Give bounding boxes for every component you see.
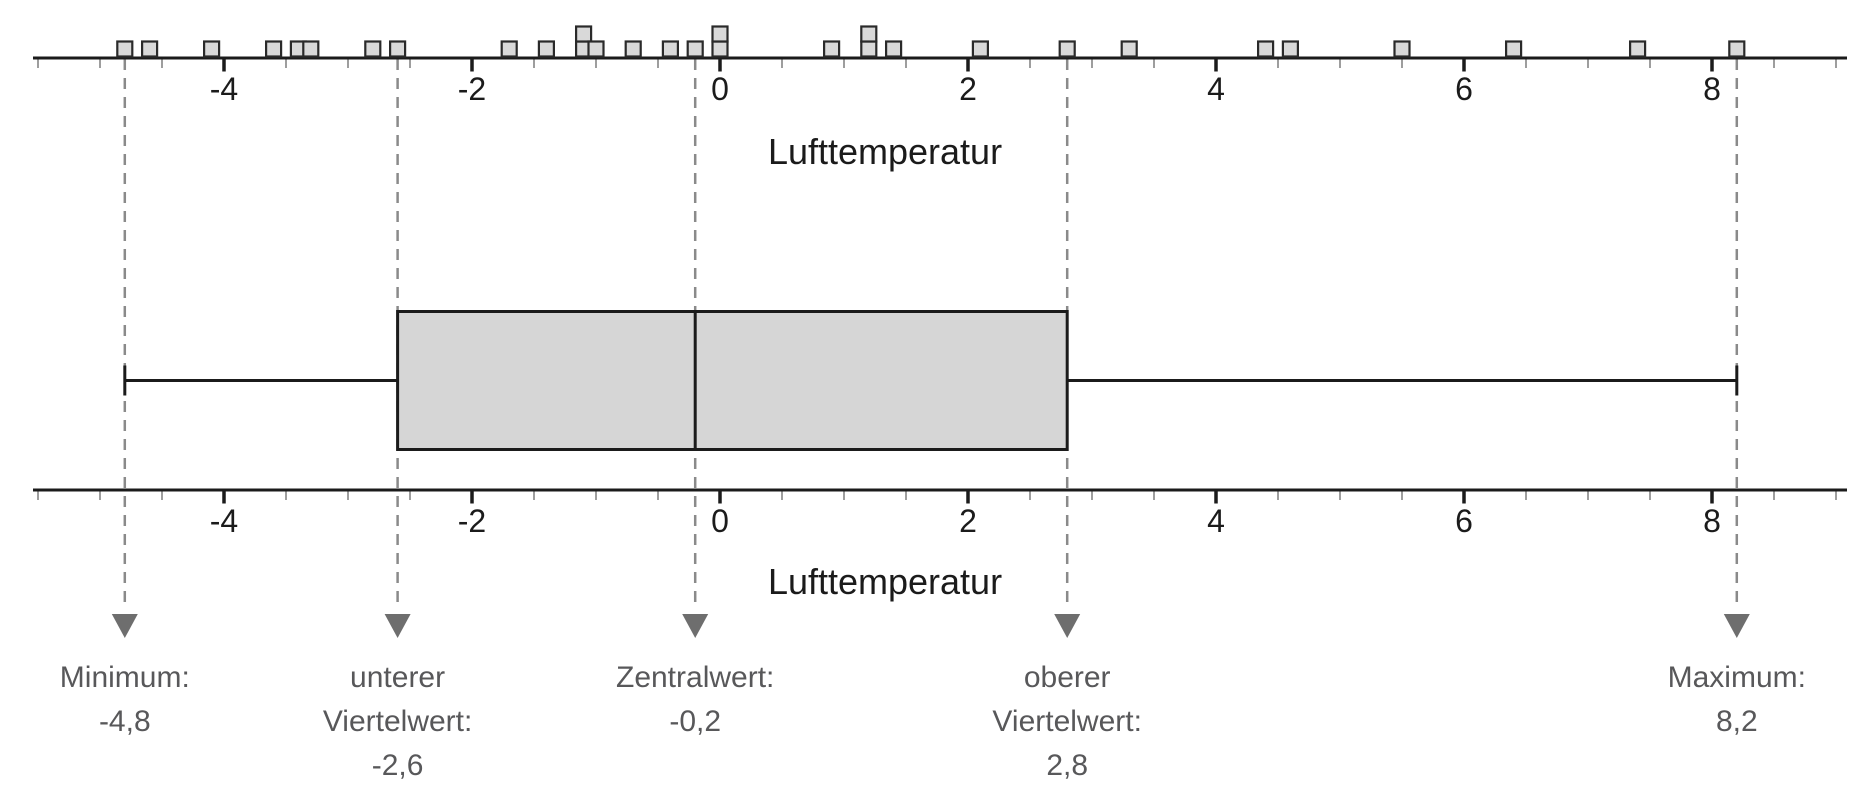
arrow-down-minimum <box>111 614 138 638</box>
data-point-square <box>1628 40 1647 58</box>
data-point-square <box>500 40 518 58</box>
data-point-square <box>1393 40 1411 58</box>
data-point-square <box>624 40 642 58</box>
tick-label-top: 4 <box>1207 71 1225 107</box>
data-point-square <box>860 25 878 43</box>
tick-label-top: 0 <box>711 71 729 107</box>
arrow-down-maximum <box>1723 614 1750 638</box>
top-axis-title: Lufttemperatur <box>767 131 1003 172</box>
data-point-square <box>1120 40 1138 58</box>
data-point-square <box>1504 40 1523 58</box>
data-point-square <box>364 40 382 58</box>
tick-label-top: -4 <box>210 71 238 107</box>
tick-label-top: -2 <box>458 71 486 107</box>
data-point-square <box>302 40 320 58</box>
data-point-square <box>265 40 283 58</box>
bottom-axis-title: Lufttemperatur <box>767 561 1003 602</box>
data-point-square <box>711 25 729 43</box>
tick-label-bottom: 0 <box>711 503 729 539</box>
tick-label-top: 6 <box>1455 71 1473 107</box>
data-point-square <box>587 40 605 58</box>
data-point-square <box>203 40 221 58</box>
data-point-square <box>1728 40 1746 58</box>
box-iqr <box>396 310 1069 451</box>
data-point-square <box>661 40 680 58</box>
arrow-down-upper-quartile <box>1054 614 1081 638</box>
data-point-square <box>537 40 556 58</box>
data-point-square <box>686 40 704 58</box>
arrow-down-median <box>682 614 709 638</box>
tick-label-bottom: -2 <box>458 503 486 539</box>
data-point-square <box>1058 40 1076 58</box>
data-point-square <box>141 40 159 58</box>
tick-label-bottom: 2 <box>959 503 977 539</box>
data-point-square <box>822 40 841 58</box>
data-point-square <box>711 40 729 58</box>
tick-label-bottom: -4 <box>210 503 238 539</box>
tick-label-bottom: 4 <box>1207 503 1225 539</box>
data-point-square <box>574 25 593 43</box>
data-point-square <box>116 40 134 58</box>
data-point-square <box>1256 40 1275 58</box>
data-point-square <box>1281 40 1300 58</box>
arrow-down-lower-quartile <box>384 614 411 638</box>
data-point-square <box>860 40 878 58</box>
data-point-square <box>389 40 407 58</box>
tick-label-bottom: 6 <box>1455 503 1473 539</box>
data-point-square <box>884 40 903 58</box>
tick-label-bottom: 8 <box>1703 503 1721 539</box>
tick-label-top: 8 <box>1703 71 1721 107</box>
data-point-square <box>971 40 990 58</box>
tick-label-top: 2 <box>959 71 977 107</box>
